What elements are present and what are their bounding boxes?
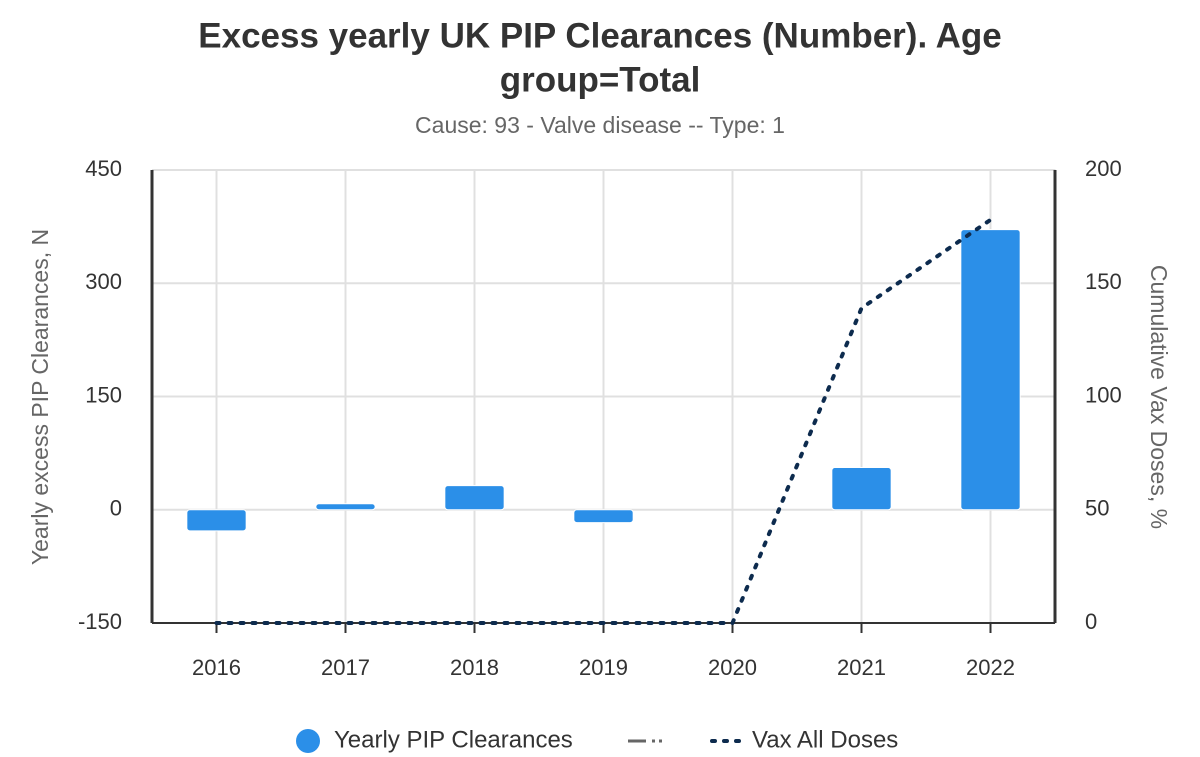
y2-tick-label: 200 [1085,156,1122,181]
x-tick-label: 2017 [321,655,370,680]
x-tick-label: 2020 [708,655,757,680]
chart-title: Excess yearly UK PIP Clearances (Number)… [198,16,1001,55]
y2-tick-label: 50 [1085,496,1109,521]
y-tick-label: -150 [78,609,122,634]
y2-tick-label: 100 [1085,382,1122,407]
bar [960,229,1021,511]
x-tick-label: 2016 [192,655,241,680]
legend-label: Vax All Doses [752,726,898,753]
chart-title: group=Total [500,60,701,99]
x-tick-label: 2018 [450,655,499,680]
bar [573,509,634,524]
y-tick-label: 300 [85,269,122,294]
y2-tick-label: 150 [1085,269,1122,294]
bar [315,503,376,511]
y-axis-label: Yearly excess PIP Clearances, N [27,229,53,565]
bar [186,509,247,532]
y-tick-label: 0 [110,496,122,521]
y-tick-label: 450 [85,156,122,181]
x-tick-label: 2019 [579,655,628,680]
x-tick-label: 2021 [837,655,886,680]
x-tick-label: 2022 [966,655,1015,680]
y2-axis-label: Cumulative Vax Doses, % [1146,265,1172,529]
legend-marker [296,729,320,753]
legend-label: Yearly PIP Clearances [334,726,573,753]
bar [831,466,892,511]
chart-subtitle: Cause: 93 - Valve disease -- Type: 1 [415,112,785,138]
bar [444,485,505,511]
y2-tick-label: 0 [1085,609,1097,634]
y-tick-label: 150 [85,382,122,407]
line [214,217,993,625]
